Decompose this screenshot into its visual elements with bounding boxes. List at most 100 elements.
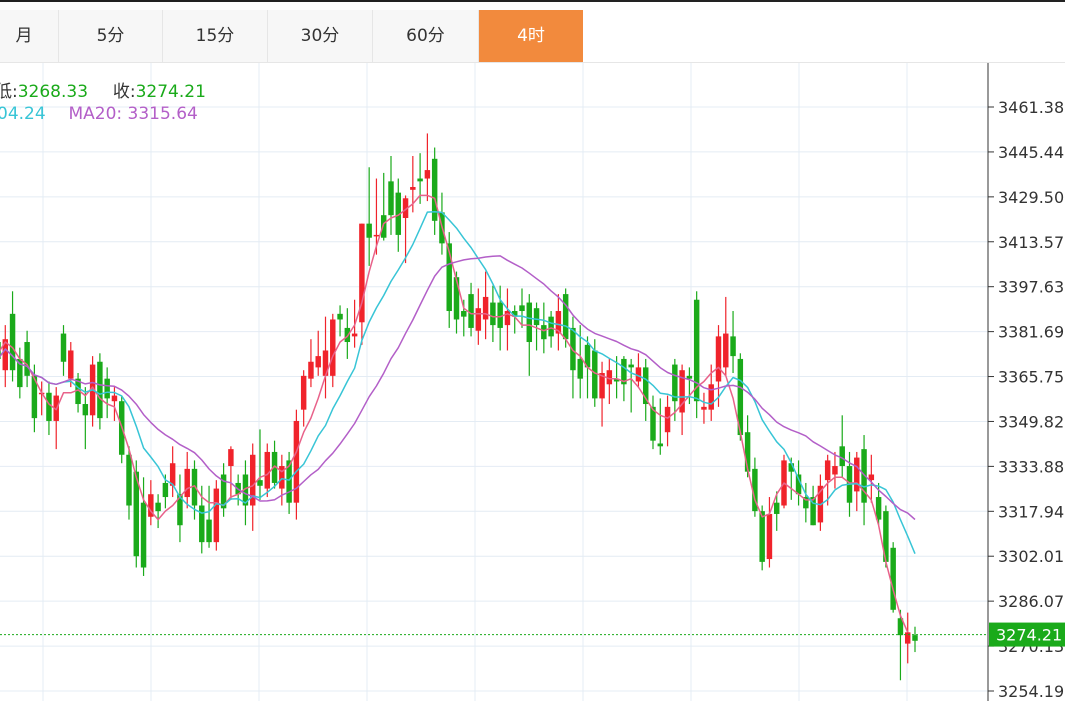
candle	[766, 497, 773, 568]
candle	[912, 626, 918, 653]
candle-body	[854, 457, 860, 492]
candle	[854, 451, 860, 512]
candle-body	[664, 406, 671, 433]
candle-body	[548, 316, 554, 337]
candle	[184, 451, 190, 509]
candle-body	[752, 468, 758, 512]
y-tick-label: 3254.19	[998, 682, 1064, 701]
candle-body	[679, 370, 685, 413]
tab-60min[interactable]: 60分	[373, 10, 479, 62]
candle-body	[912, 635, 918, 641]
candle	[330, 313, 336, 388]
candle-body	[162, 482, 169, 498]
candle	[526, 294, 533, 376]
tab-15min[interactable]: 15分	[163, 10, 268, 62]
candle-body	[628, 364, 634, 368]
ma-info: 04.24 MA20: 3315.64	[0, 104, 198, 124]
candle	[373, 178, 380, 255]
candle	[31, 364, 38, 433]
candle-body	[359, 223, 365, 323]
candle	[82, 387, 89, 450]
candle	[883, 505, 889, 568]
candle	[890, 542, 896, 613]
candle	[519, 288, 525, 328]
candle	[2, 325, 9, 388]
candle-body	[46, 392, 52, 421]
tab-month[interactable]: 月	[0, 10, 59, 62]
candle-body	[890, 547, 896, 610]
candle-body	[693, 299, 700, 402]
candle	[366, 167, 372, 266]
candle-body	[897, 618, 904, 636]
y-tick-label: 3302.01	[998, 547, 1064, 566]
ma20-line	[0, 255, 916, 521]
candle	[53, 387, 59, 450]
candle-body	[9, 313, 16, 371]
candle-body	[686, 375, 693, 379]
candle	[315, 330, 321, 376]
candle-body	[701, 406, 707, 410]
candle-body	[599, 373, 605, 399]
y-tick-label: 3445.44	[998, 143, 1064, 162]
y-tick-label: 3317.94	[998, 502, 1064, 521]
close-label: 收:	[112, 82, 136, 102]
candle	[446, 232, 452, 328]
candle-body	[104, 378, 110, 399]
candle-body	[635, 367, 642, 382]
candle-body	[737, 358, 744, 436]
y-tick-label: 3413.57	[998, 233, 1064, 252]
candle-body	[322, 350, 329, 376]
candle-body	[249, 454, 256, 506]
candle	[650, 395, 656, 450]
candle-body	[242, 474, 249, 506]
candle-body	[300, 375, 307, 410]
candle-body	[388, 181, 394, 216]
low-label: 低:	[0, 82, 18, 102]
candle-body	[82, 404, 89, 416]
candle	[701, 392, 707, 424]
candle	[206, 485, 212, 548]
candle-body	[730, 336, 736, 357]
candle-body	[584, 344, 591, 368]
ma10-value: 04.24	[0, 104, 46, 124]
candle	[795, 460, 802, 506]
candle	[439, 192, 445, 255]
candle	[97, 353, 103, 430]
candle-body	[541, 325, 547, 340]
candle	[220, 463, 227, 517]
candle	[424, 133, 431, 202]
y-tick-label: 3381.69	[998, 323, 1064, 342]
candle	[431, 147, 438, 235]
candle-body	[708, 384, 714, 410]
ma10-line	[0, 211, 916, 554]
candle	[679, 364, 685, 436]
candle-body	[184, 468, 190, 498]
candle	[621, 356, 627, 402]
candle	[490, 285, 496, 343]
candle	[468, 282, 474, 337]
candle	[322, 316, 329, 399]
candle-body	[788, 463, 795, 472]
y-tick-label: 3397.63	[998, 278, 1064, 297]
candle-body	[68, 350, 74, 379]
ohlc-info: 低:3268.33 收:3274.21	[0, 77, 206, 102]
candle-body	[75, 378, 81, 405]
candle-body	[31, 375, 38, 419]
candle	[9, 291, 16, 382]
tab-30min[interactable]: 30分	[268, 10, 373, 62]
candle-body	[424, 170, 431, 179]
tab-5min[interactable]: 5分	[59, 10, 163, 62]
candle-body	[577, 358, 583, 379]
candle	[402, 195, 409, 264]
candle-body	[373, 234, 380, 237]
candle-body	[824, 460, 831, 481]
candle	[752, 457, 758, 517]
candle	[737, 353, 744, 441]
candle-body	[723, 333, 729, 368]
candle	[337, 305, 343, 337]
tab-4hour[interactable]: 4时	[479, 10, 583, 62]
candle-body	[526, 302, 533, 343]
candle-body	[511, 311, 518, 317]
candle-body	[475, 308, 482, 331]
candle-body	[672, 364, 678, 402]
